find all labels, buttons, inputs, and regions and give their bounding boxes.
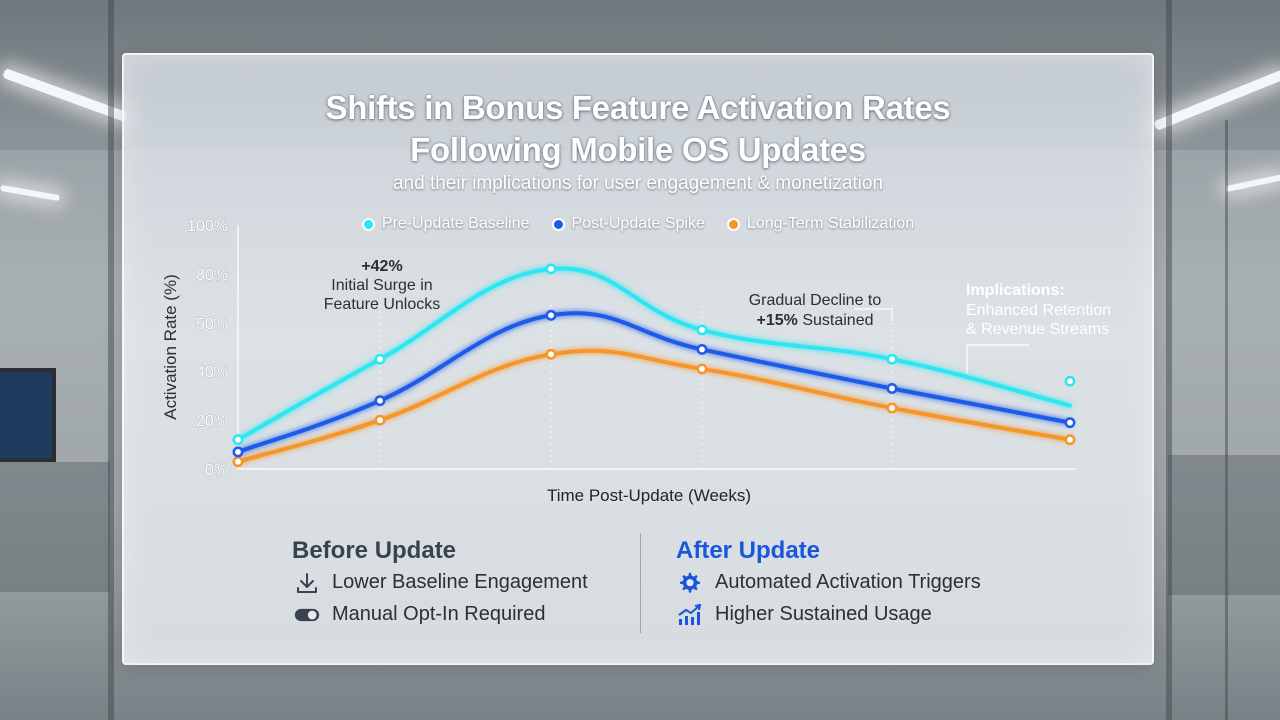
y-tick-label: 100% — [187, 218, 228, 235]
ceiling-light — [0, 184, 61, 202]
after-item-label: Automated Activation Triggers — [715, 571, 981, 593]
y-axis-label: Activation Rate (%) — [161, 274, 180, 420]
before-item-2: Manual Opt-In Required — [294, 603, 545, 626]
after-heading: After Update — [676, 537, 821, 564]
chart-series-lines — [236, 266, 1072, 464]
series-spike-point — [886, 383, 898, 394]
legend-item-spike: Post-Update Spike — [551, 215, 705, 233]
legend-label: Pre-Update Baseline — [381, 215, 530, 232]
legend-item-baseline: Pre-Update Baseline — [361, 215, 530, 233]
gear-icon — [677, 572, 703, 594]
legend-label: Post-Update Spike — [571, 215, 705, 232]
annotation-surge-line: Feature Unlocks — [324, 296, 441, 313]
series-baseline-point — [696, 324, 708, 336]
series-baseline-point — [232, 434, 244, 446]
series-spike-point — [545, 309, 557, 321]
title-line-2: Following Mobile OS Updates — [410, 131, 866, 168]
x-axis-label: Time Post-Update (Weeks) — [547, 486, 751, 505]
series-baseline-point — [1064, 375, 1076, 387]
office-monitor — [0, 368, 56, 462]
series-stabilization-point — [232, 456, 244, 468]
series-stabilization-point — [886, 402, 898, 414]
series-baseline-point — [374, 353, 386, 365]
series-spike-point — [232, 446, 244, 458]
annotation-decline-line: +15% Sustained — [757, 312, 874, 329]
annotation-implications-title: Implications: — [966, 282, 1065, 299]
chart-legend: Pre-Update Baseline Post-Update Spike Lo… — [124, 215, 1152, 233]
chart-annotations: +42% Initial Surge in Feature Unlocks Gradu… — [324, 258, 1111, 373]
annotation-implications-line: Enhanced Retention — [966, 302, 1111, 319]
y-tick-label: 80% — [196, 267, 228, 284]
y-tick-label: 50% — [196, 316, 228, 333]
toggle-icon — [294, 604, 320, 626]
before-item-1: Lower Baseline Engagement — [294, 571, 588, 594]
chart-growth-icon — [677, 603, 703, 626]
y-tick-label: 40% — [196, 364, 228, 381]
ceiling-light — [1225, 173, 1280, 193]
series-baseline-line — [236, 266, 1072, 442]
window-frame — [108, 0, 114, 720]
series-spike-point — [696, 343, 708, 355]
series-stabilization-point — [374, 414, 386, 426]
annotation-surge-line: Initial Surge in — [331, 277, 432, 294]
series-stabilization-point — [696, 363, 708, 375]
series-spike-line — [236, 311, 1072, 454]
legend-label: Long-Term Stabilization — [746, 215, 915, 232]
glass-panel: Shifts in Bonus Feature Activation Rates… — [122, 53, 1154, 665]
line-chart: 100% 80% 50% 40% 20% 0% Activation Rate (%) Tim… — [161, 218, 1111, 506]
window-frame — [1166, 0, 1172, 720]
after-item-1: Automated Activation Triggers — [677, 571, 981, 594]
before-item-label: Lower Baseline Engagement — [332, 571, 588, 593]
annotation-leader — [854, 308, 893, 321]
before-item-label: Manual Opt-In Required — [332, 603, 546, 625]
after-item-label: Higher Sustained Usage — [715, 603, 932, 625]
chart-subtitle: and their implications for user engageme… — [392, 173, 884, 194]
series-spike-point — [374, 395, 386, 407]
series-stabilization-line — [236, 348, 1072, 464]
legend-item-stabilization: Long-Term Stabilization — [726, 215, 915, 233]
series-baseline-point — [545, 263, 557, 275]
annotation-implications-line: & Revenue Streams — [966, 321, 1109, 338]
legend-marker-stabilization — [726, 217, 740, 231]
before-heading: Before Update — [292, 537, 457, 564]
legend-marker-baseline — [361, 217, 375, 231]
chart-title: Shifts in Bonus Feature Activation Rates… — [124, 87, 1152, 171]
series-stabilization-point — [1064, 434, 1076, 446]
y-tick-label: 20% — [196, 413, 228, 430]
after-item-2: Higher Sustained Usage — [677, 603, 932, 626]
office-desk — [0, 462, 110, 592]
office-desk — [1168, 455, 1280, 595]
window-frame — [1225, 120, 1228, 720]
series-baseline-point — [886, 353, 898, 365]
title-line-1: Shifts in Bonus Feature Activation Rates — [325, 89, 951, 126]
chart-points — [232, 263, 1076, 468]
section-divider — [640, 533, 641, 633]
annotation-decline-line: Gradual Decline to — [749, 292, 882, 309]
chart-axes: 100% 80% 50% 40% 20% 0% Activation Rate (%) Tim… — [161, 218, 1076, 505]
y-tick-label: 0% — [205, 462, 228, 479]
download-icon — [294, 572, 320, 594]
annotation-surge-value: +42% — [361, 258, 402, 275]
legend-marker-spike — [551, 217, 565, 231]
series-spike-point — [1064, 417, 1076, 429]
series-stabilization-point — [545, 348, 557, 360]
annotation-leader — [966, 344, 1029, 373]
